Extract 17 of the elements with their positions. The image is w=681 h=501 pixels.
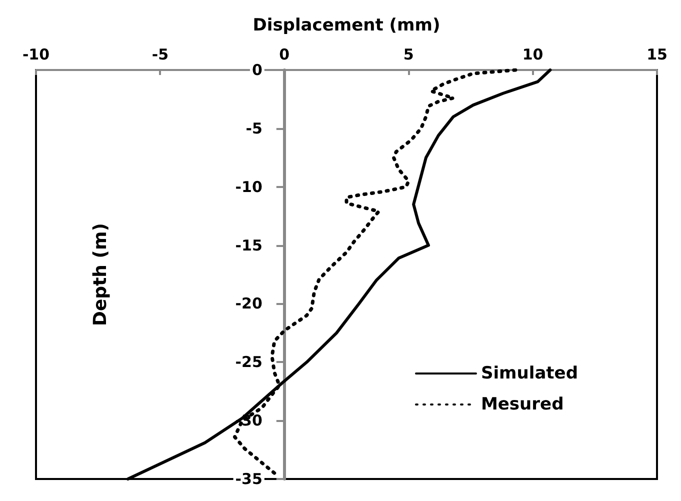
y-tick-label: -5 [246, 119, 262, 138]
legend-label: Mesured [480, 394, 564, 414]
y-axis-title: Depth (m) [90, 223, 111, 326]
y-tick-label: -35 [235, 470, 262, 488]
legend-label: Simulated [480, 364, 578, 384]
x-axis-title: Displacement (mm) [252, 16, 440, 36]
y-tick-label: -10 [235, 178, 262, 196]
y-tick-label: 0 [252, 61, 262, 79]
x-tick-label: 15 [646, 46, 668, 64]
y-tick-label: -20 [235, 294, 262, 313]
y-tick-label: -15 [235, 236, 262, 254]
y-tick-label: -25 [235, 353, 262, 372]
x-tick-label: 10 [522, 46, 544, 64]
x-tick-label: -10 [22, 46, 50, 64]
x-tick-label: 5 [403, 46, 414, 64]
x-tick-label: -5 [152, 46, 169, 64]
x-tick-label: 0 [279, 46, 290, 64]
